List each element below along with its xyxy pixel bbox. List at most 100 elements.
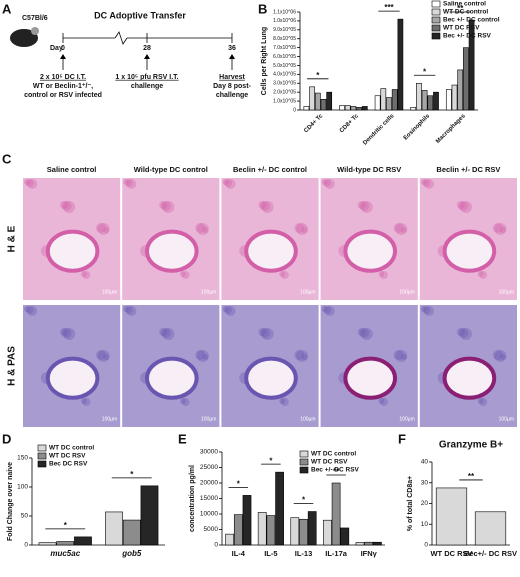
step-text: 2 x 10⁵ DC I.T. (40, 74, 86, 81)
tissue-texture (492, 350, 503, 360)
tissue-texture (301, 227, 308, 233)
tissue-texture (180, 398, 186, 404)
bar (290, 517, 300, 546)
column-header: Wild-type DC control (134, 165, 208, 174)
tissue-texture (103, 227, 110, 233)
significance-label: * (316, 71, 320, 80)
tissue-texture (494, 350, 507, 362)
y-tick-label: 0 (293, 107, 296, 113)
bar (74, 536, 92, 546)
tissue-texture (422, 179, 431, 187)
scale-bar-label: 100µm (399, 416, 414, 422)
tissue-texture (258, 201, 267, 209)
timeline-break (114, 31, 128, 45)
airway (343, 229, 398, 273)
bar (451, 84, 458, 111)
tissue-texture (301, 354, 308, 360)
tissue-texture (202, 227, 209, 233)
tissue-texture (258, 328, 267, 336)
bar (427, 95, 434, 111)
tissue-texture (400, 354, 407, 360)
tissue-texture (420, 306, 427, 312)
tissue-texture (25, 179, 34, 187)
tissue-texture (159, 328, 168, 336)
airway (343, 356, 398, 400)
tissue-texture (395, 350, 408, 362)
x-tick-label: IL-13 (295, 549, 313, 558)
arrow-head (144, 54, 150, 59)
scale-bar-label: 100µm (499, 289, 514, 295)
row-label: H & E (7, 225, 18, 252)
significance-label: *** (384, 3, 394, 12)
legend-swatch (37, 444, 47, 452)
row-label: H & PAS (7, 346, 18, 386)
bar (266, 515, 276, 546)
legend-label: WT DC control (49, 445, 94, 452)
tissue-texture (380, 398, 388, 406)
scale-bar-label: 100µm (499, 416, 514, 422)
column-header: Beclin +/- DC RSV (436, 165, 500, 174)
legend-swatch (431, 32, 441, 40)
bar (373, 541, 382, 546)
x-tick-label: IL-5 (264, 549, 277, 558)
legend-swatch (431, 0, 441, 8)
airway (45, 356, 100, 400)
tissue-texture (126, 306, 137, 316)
y-tick-label: 150 (17, 455, 28, 462)
tissue-texture (96, 350, 106, 360)
tissue-texture (400, 227, 407, 233)
bar (299, 518, 308, 546)
significance-label: * (237, 480, 241, 489)
tissue-texture (123, 306, 130, 312)
tissue-texture (103, 354, 110, 360)
significance-label: * (302, 496, 306, 505)
tissue-texture (60, 328, 68, 336)
tissue-texture (420, 179, 427, 185)
airway (145, 356, 199, 400)
step-text: Day 8 post- (213, 83, 251, 90)
y-tick-label: 0 (214, 542, 218, 549)
significance-label: ** (468, 472, 475, 481)
tissue-texture (279, 271, 286, 277)
day-label: Day (50, 45, 63, 52)
bar (140, 485, 159, 546)
bar (391, 89, 398, 111)
tissue-texture (500, 354, 506, 360)
x-tick-label: gob5 (121, 549, 142, 558)
bar (233, 514, 243, 546)
bar (320, 99, 327, 111)
bar (105, 511, 123, 546)
tissue-texture (124, 306, 133, 314)
tissue-texture (225, 306, 236, 316)
scale-bar-label: 100µm (399, 289, 414, 295)
legend-swatch (299, 466, 309, 474)
x-tick-label: Bec+/- DC RSV (464, 549, 517, 558)
tissue-texture (24, 179, 30, 185)
arrow-head (60, 54, 66, 59)
tissue-texture (126, 179, 137, 189)
legend-label: WT DC RSV (49, 453, 86, 460)
tissue-texture (27, 179, 38, 189)
arrow-head (229, 54, 235, 59)
tissue-texture (422, 306, 431, 314)
panel-letter: B (258, 1, 267, 16)
y-tick-label: 10000 (200, 511, 218, 518)
tissue-texture (195, 223, 206, 233)
tissue-texture (195, 350, 206, 360)
y-tick-label: 40 (421, 459, 429, 466)
significance-label: * (64, 521, 68, 530)
tissue-texture (60, 201, 68, 209)
tissue-texture (25, 306, 34, 314)
scale-bar-label: 100µm (102, 289, 117, 295)
tissue-texture (24, 306, 30, 312)
bar (307, 511, 317, 546)
tissue-texture (280, 271, 289, 279)
x-tick-label: muc5ac (50, 549, 80, 558)
bar (340, 527, 350, 546)
legend-swatch (37, 452, 47, 460)
y-tick-label: 20 (421, 500, 429, 507)
bar (468, 19, 475, 111)
airway (145, 229, 199, 273)
significance-label: * (130, 470, 134, 479)
